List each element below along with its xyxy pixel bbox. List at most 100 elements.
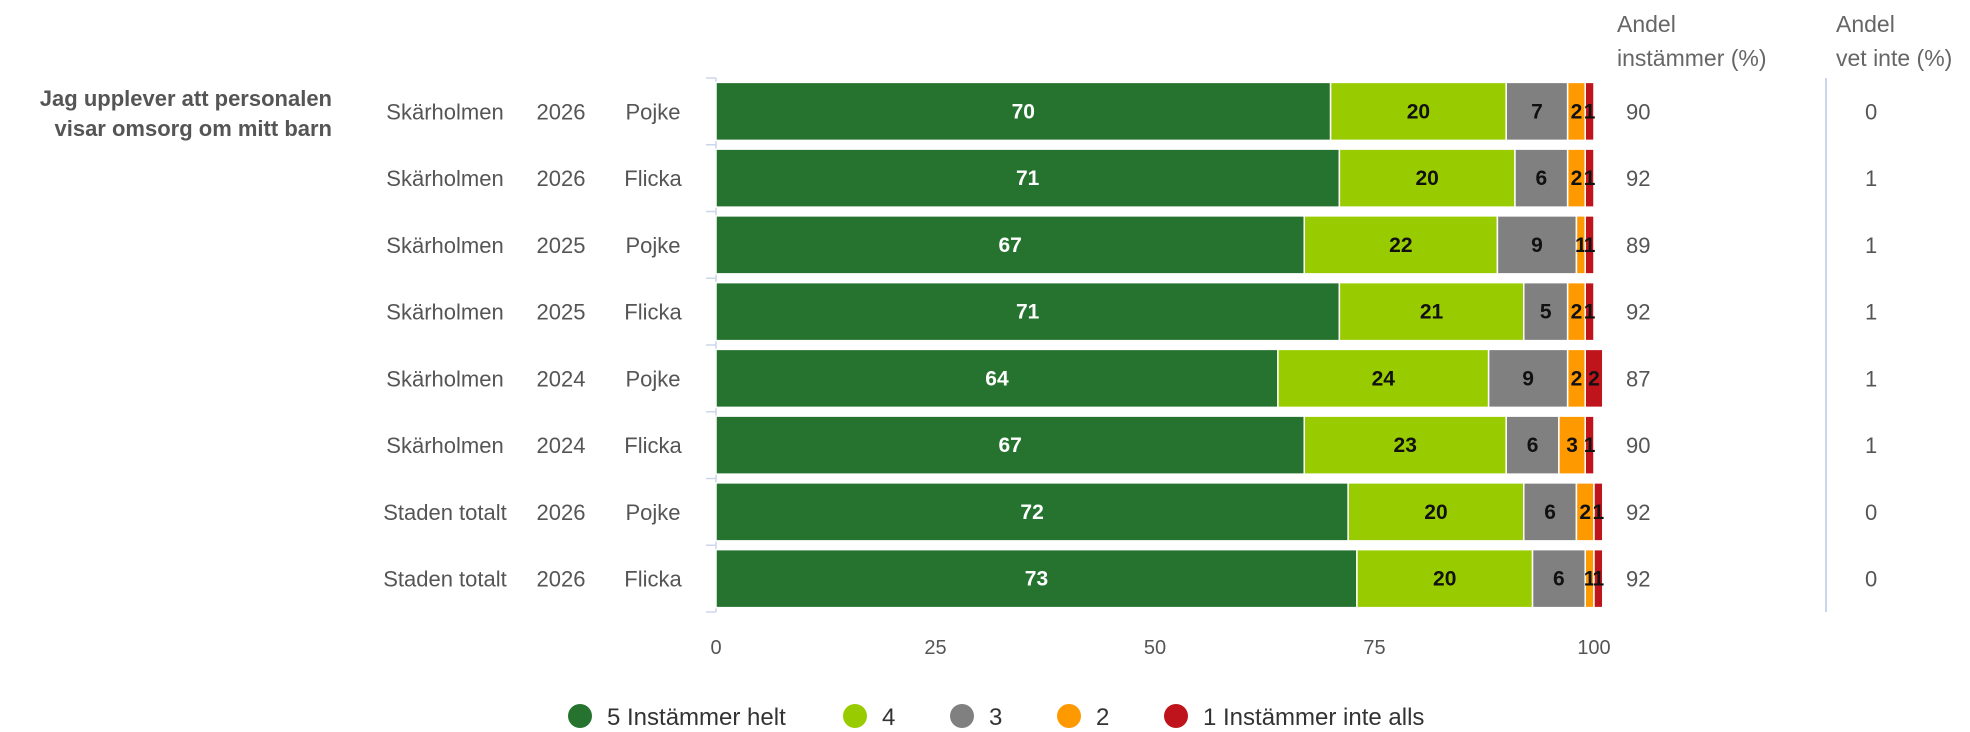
- andel-vet-inte-value: 1: [1865, 433, 1877, 458]
- andel-vet-inte-value: 1: [1865, 233, 1877, 258]
- bar-segment: [715, 148, 1341, 208]
- category-year-label: 2026: [537, 99, 586, 124]
- data-label: 2: [1571, 100, 1583, 123]
- legend-label: 4: [882, 704, 895, 731]
- andel-instammer-value: 90: [1626, 433, 1650, 458]
- data-label: 9: [1531, 234, 1543, 257]
- data-label: 70: [1012, 100, 1035, 123]
- data-label: 72: [1020, 501, 1043, 524]
- data-label: 1: [1575, 234, 1587, 257]
- data-label: 2: [1571, 367, 1583, 390]
- header-andel-vet-inte-line-1: Andel: [1836, 11, 1895, 37]
- legend-item[interactable]: 4: [843, 704, 895, 731]
- category-year-label: 2024: [537, 433, 586, 458]
- data-label: 67: [998, 434, 1021, 457]
- data-label: 2: [1588, 367, 1600, 390]
- andel-instammer-value: 89: [1626, 233, 1650, 258]
- bar-segment: [1593, 548, 1604, 609]
- x-tick-label: 25: [924, 637, 946, 659]
- andel-instammer-value: 92: [1626, 567, 1650, 592]
- bar-segment: [715, 81, 1332, 142]
- data-label: 20: [1433, 568, 1456, 591]
- data-label: 22: [1389, 234, 1412, 257]
- data-label: 1: [1584, 100, 1596, 123]
- bar-segment: [1531, 548, 1586, 609]
- bar-segment: [1584, 215, 1595, 275]
- data-label: 64: [985, 367, 1009, 390]
- bar-segment: [715, 281, 1341, 342]
- category-year-label: 2026: [537, 500, 586, 525]
- data-label: 20: [1407, 100, 1430, 123]
- data-label: 7: [1531, 100, 1543, 123]
- bar-segment: [715, 548, 1358, 609]
- category-gender-label: Pojke: [625, 500, 680, 525]
- category-year-label: 2026: [537, 166, 586, 191]
- category-unit-label: Skärholmen: [386, 433, 503, 458]
- legend-swatch: [950, 704, 974, 728]
- data-label: 73: [1025, 568, 1048, 591]
- andel-vet-inte-value: 1: [1865, 366, 1877, 391]
- category-unit-label: Skärholmen: [386, 233, 503, 258]
- legend-swatch: [568, 704, 592, 728]
- data-label: 1: [1584, 434, 1596, 457]
- data-label: 20: [1416, 167, 1439, 190]
- category-gender-label: Pojke: [625, 233, 680, 258]
- x-tick-label: 0: [710, 637, 721, 659]
- data-label: 6: [1544, 501, 1556, 524]
- category-gender-label: Flicka: [624, 300, 682, 325]
- data-label: 23: [1394, 434, 1417, 457]
- data-label: 2: [1571, 167, 1583, 190]
- data-label: 1: [1593, 501, 1605, 524]
- bar-segment: [1303, 215, 1499, 275]
- data-label: 67: [998, 234, 1021, 257]
- question-line-2: visar omsorg om mitt barn: [54, 116, 332, 141]
- category-unit-label: Staden totalt: [383, 567, 507, 592]
- legend-item[interactable]: 3: [950, 704, 1002, 731]
- bar-segment: [1523, 281, 1569, 342]
- category-unit-label: Staden totalt: [383, 500, 507, 525]
- bar-segment: [1347, 482, 1525, 542]
- data-label: 9: [1522, 367, 1534, 390]
- data-label: 24: [1372, 367, 1396, 390]
- legend-item[interactable]: 2: [1057, 704, 1109, 731]
- legend-item[interactable]: 1 Instämmer inte alls: [1164, 704, 1424, 731]
- bar-segment: [1558, 415, 1586, 475]
- category-unit-label: Skärholmen: [386, 99, 503, 124]
- category-unit-label: Skärholmen: [386, 166, 503, 191]
- x-tick-label: 100: [1577, 637, 1610, 659]
- category-gender-label: Flicka: [624, 433, 682, 458]
- category-gender-label: Flicka: [624, 166, 682, 191]
- data-label: 71: [1016, 301, 1040, 324]
- bar-segment: [1277, 348, 1490, 409]
- bar-segment: [1584, 148, 1595, 208]
- legend-label: 3: [989, 704, 1002, 731]
- header-andel-vet-inte-line-2: vet inte (%): [1836, 45, 1952, 71]
- category-unit-label: Skärholmen: [386, 300, 503, 325]
- bar-segment: [1356, 548, 1534, 609]
- andel-instammer-value: 90: [1626, 99, 1650, 124]
- andel-vet-inte-value: 0: [1865, 99, 1877, 124]
- header-andel-instammer-line-2: instämmer (%): [1617, 45, 1767, 71]
- legend-swatch: [1164, 704, 1188, 728]
- andel-vet-inte-value: 0: [1865, 500, 1877, 525]
- andel-instammer-value: 92: [1626, 500, 1650, 525]
- legend-label: 1 Instämmer inte alls: [1203, 704, 1424, 731]
- data-label: 2: [1579, 501, 1591, 524]
- legend-item[interactable]: 5 Instämmer helt: [568, 704, 786, 731]
- data-label: 1: [1584, 568, 1596, 591]
- bar-segment: [1487, 348, 1569, 409]
- data-label: 21: [1420, 301, 1444, 324]
- bar-segment: [1584, 415, 1595, 475]
- category-unit-label: Skärholmen: [386, 366, 503, 391]
- data-label: 2: [1571, 301, 1583, 324]
- data-label: 6: [1535, 167, 1547, 190]
- andel-vet-inte-value: 1: [1865, 166, 1877, 191]
- category-gender-label: Flicka: [624, 567, 682, 592]
- data-label: 3: [1566, 434, 1578, 457]
- bar-segment: [1496, 215, 1578, 275]
- bar-segment: [1523, 482, 1578, 542]
- x-tick-label: 50: [1144, 637, 1166, 659]
- bar-segment: [1303, 415, 1507, 475]
- legend-swatch: [843, 704, 867, 728]
